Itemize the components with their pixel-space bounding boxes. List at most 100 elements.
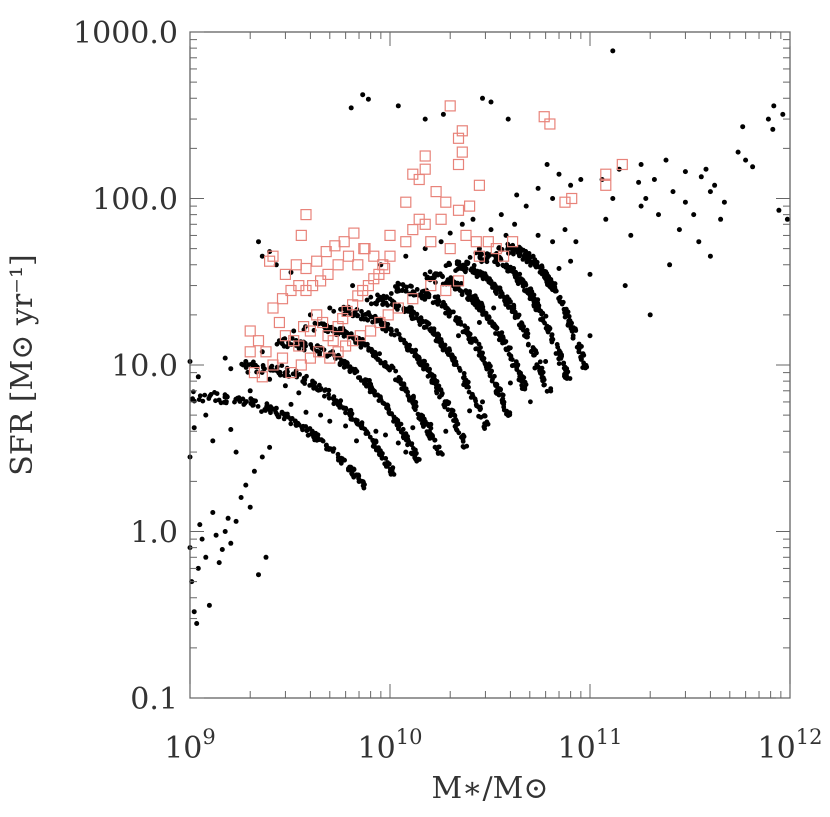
data-point	[428, 421, 434, 427]
data-point	[740, 124, 746, 130]
data-point-square	[267, 302, 279, 314]
data-point	[412, 452, 418, 458]
data-point	[492, 373, 497, 379]
data-point	[403, 388, 409, 393]
data-point	[353, 417, 359, 423]
data-point	[562, 314, 568, 320]
data-point	[274, 364, 280, 370]
data-point-square	[368, 250, 380, 262]
data-point	[233, 449, 239, 455]
data-point	[388, 326, 394, 332]
data-point	[362, 426, 368, 432]
data-point	[396, 332, 402, 337]
data-point	[440, 274, 445, 280]
data-point	[509, 246, 515, 252]
data-point	[373, 438, 379, 444]
data-point	[500, 396, 506, 402]
data-point	[541, 377, 547, 383]
data-point	[367, 434, 373, 440]
data-point	[401, 306, 407, 311]
data-point	[528, 399, 533, 405]
data-point	[228, 427, 234, 432]
data-point	[550, 196, 556, 201]
data-point	[199, 536, 205, 542]
data-point	[421, 360, 426, 365]
data-point	[274, 341, 280, 347]
data-point-square	[327, 335, 339, 347]
data-point	[364, 297, 370, 303]
data-point	[364, 311, 370, 317]
data-point	[433, 271, 438, 277]
data-point	[578, 357, 584, 362]
data-point-square	[452, 275, 465, 287]
data-point	[535, 232, 541, 238]
data-point	[570, 333, 576, 339]
data-point	[493, 324, 499, 330]
data-point	[197, 393, 203, 399]
data-point	[253, 364, 259, 370]
data-point	[451, 412, 457, 418]
data-point	[395, 378, 401, 384]
data-point	[743, 157, 749, 163]
data-point	[273, 410, 279, 415]
data-point	[206, 602, 212, 608]
data-point	[527, 258, 532, 264]
data-point	[350, 283, 356, 289]
data-point	[530, 296, 535, 302]
data-point-square	[425, 236, 437, 248]
data-point	[303, 409, 309, 415]
data-point	[273, 405, 279, 411]
data-point	[771, 103, 777, 109]
data-point	[520, 327, 526, 333]
data-point	[520, 374, 526, 380]
data-point	[427, 269, 433, 275]
data-point	[478, 305, 484, 311]
data-point	[299, 342, 305, 348]
data-point	[525, 255, 531, 260]
data-point	[735, 149, 741, 155]
data-point	[628, 232, 634, 238]
data-point	[780, 111, 786, 117]
data-point-square	[413, 213, 425, 225]
data-point	[210, 438, 216, 444]
data-point	[493, 331, 498, 336]
data-point	[376, 448, 382, 454]
data-point	[340, 456, 345, 462]
data-point	[491, 281, 497, 287]
data-point-square	[382, 309, 394, 321]
data-point	[500, 338, 505, 344]
data-point-square	[473, 179, 485, 191]
data-point	[427, 366, 432, 372]
data-point	[541, 271, 547, 277]
data-point	[395, 440, 401, 446]
y-tick-label: 10.0	[111, 349, 178, 384]
data-point	[663, 157, 669, 163]
data-point	[534, 302, 539, 308]
data-point-square	[273, 316, 285, 329]
data-point	[523, 203, 529, 209]
data-point-square	[566, 192, 578, 205]
data-point	[486, 279, 492, 285]
data-point	[279, 363, 285, 368]
data-point	[446, 346, 452, 351]
data-point	[410, 400, 415, 406]
data-point	[493, 390, 499, 396]
data-point	[418, 417, 423, 422]
data-point	[427, 436, 433, 441]
data-point	[643, 196, 649, 201]
data-point-square	[452, 132, 465, 144]
data-point	[676, 227, 682, 233]
data-point	[232, 399, 237, 405]
data-point-square	[490, 243, 502, 255]
data-point	[359, 309, 364, 314]
data-point	[368, 301, 374, 307]
data-point	[405, 442, 410, 448]
data-point	[350, 466, 355, 472]
data-point	[447, 230, 453, 236]
data-point	[462, 268, 468, 274]
data-point	[453, 423, 459, 429]
data-point-square	[507, 236, 519, 248]
data-point	[476, 246, 482, 252]
data-point	[236, 398, 242, 403]
data-point	[548, 386, 554, 391]
